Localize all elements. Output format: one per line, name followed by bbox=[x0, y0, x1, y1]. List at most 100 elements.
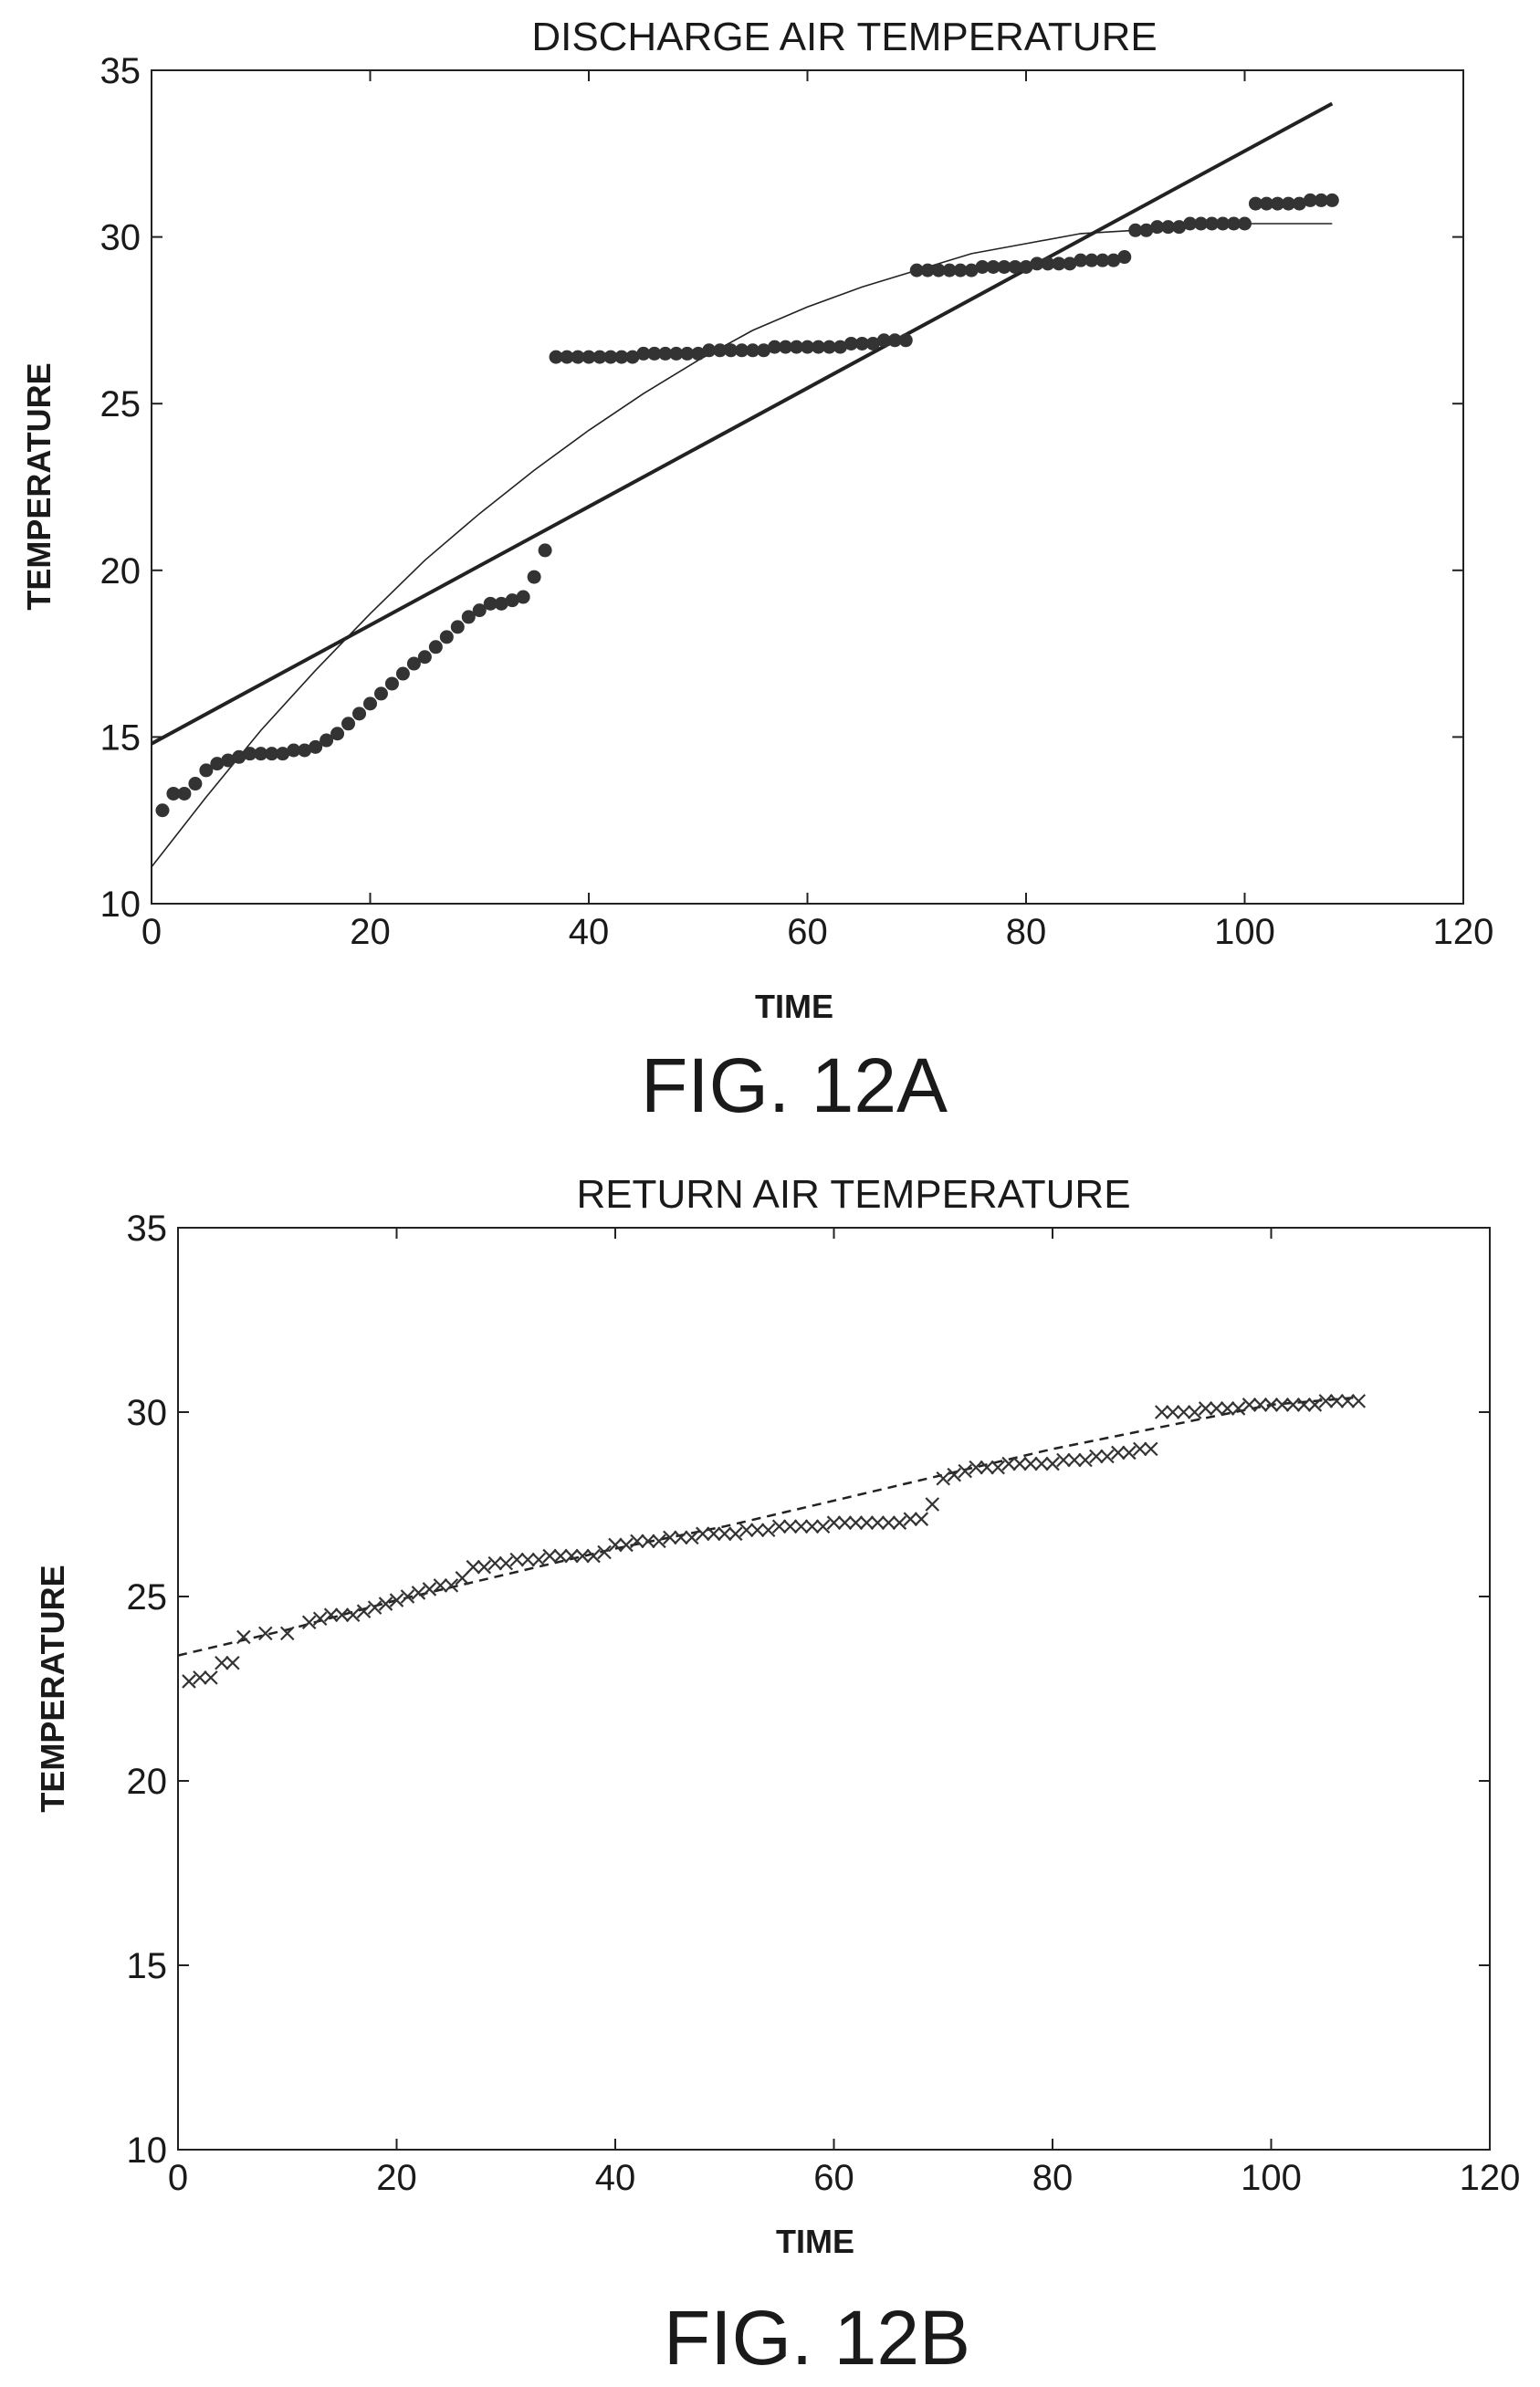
data-point bbox=[636, 346, 651, 361]
discharge-air-temperature-chart: DISCHARGE AIR TEMPERATURE 10 15 20 25 30 35 0… bbox=[20, 15, 1493, 1128]
data-point bbox=[553, 1548, 568, 1564]
data-point bbox=[614, 350, 629, 364]
data-point bbox=[363, 696, 377, 711]
data-point bbox=[411, 1586, 426, 1600]
data-point bbox=[625, 350, 640, 364]
data-point bbox=[1231, 1401, 1246, 1416]
y-tick-label: 20 bbox=[100, 551, 141, 592]
data-point bbox=[1063, 256, 1077, 271]
data-point bbox=[406, 656, 421, 671]
data-point bbox=[199, 763, 214, 778]
data-point bbox=[1216, 216, 1231, 231]
data-point bbox=[843, 336, 858, 351]
chart-title: RETURN AIR TEMPERATURE bbox=[576, 1172, 1130, 1217]
data-point bbox=[833, 340, 847, 354]
y-tick-label: 20 bbox=[127, 1762, 168, 1802]
data-point bbox=[527, 570, 541, 584]
figure-label: FIG. 12B bbox=[664, 2295, 970, 2381]
data-point bbox=[958, 1463, 972, 1479]
y-tick-label: 10 bbox=[100, 885, 141, 925]
x-tick-label: 0 bbox=[141, 912, 162, 952]
data-point bbox=[367, 1600, 382, 1615]
x-tick-label: 40 bbox=[569, 912, 610, 952]
data-point bbox=[790, 340, 804, 354]
data-point bbox=[724, 343, 739, 358]
x-axis-label: TIME bbox=[776, 2223, 854, 2260]
data-point bbox=[1209, 1401, 1224, 1416]
data-point bbox=[320, 733, 334, 748]
data-point bbox=[1248, 196, 1262, 211]
data-point bbox=[647, 346, 662, 361]
figure-label: FIG. 12A bbox=[641, 1042, 948, 1128]
data-point bbox=[494, 596, 508, 611]
x-tick-label: 100 bbox=[1241, 2158, 1302, 2198]
data-point bbox=[887, 333, 902, 348]
data-point bbox=[760, 1523, 776, 1538]
data-point bbox=[826, 1515, 842, 1530]
data-point bbox=[892, 1515, 907, 1530]
data-point bbox=[258, 1626, 273, 1641]
x-tick-label: 120 bbox=[1460, 2158, 1521, 2198]
data-point bbox=[1351, 1394, 1367, 1408]
data-point bbox=[801, 340, 814, 354]
data-point bbox=[265, 747, 279, 761]
y-tick-label: 35 bbox=[100, 51, 141, 91]
data-point bbox=[204, 1670, 218, 1685]
data-point bbox=[188, 777, 203, 791]
data-point bbox=[352, 707, 367, 721]
data-point bbox=[531, 1552, 546, 1567]
data-point bbox=[1001, 1456, 1016, 1471]
data-point bbox=[680, 346, 695, 361]
data-point bbox=[571, 350, 585, 364]
data-point bbox=[837, 1515, 853, 1530]
data-point bbox=[706, 1526, 721, 1542]
data-point bbox=[771, 1519, 787, 1534]
data-point bbox=[1285, 1398, 1301, 1412]
data-point bbox=[1128, 223, 1143, 237]
fit-line bbox=[151, 101, 1334, 746]
data-point bbox=[215, 1655, 229, 1670]
data-point bbox=[400, 1589, 415, 1604]
data-point bbox=[455, 1571, 470, 1586]
plot-series bbox=[151, 101, 1339, 868]
data-point bbox=[1074, 253, 1088, 267]
data-point bbox=[1117, 250, 1132, 265]
data-point bbox=[1095, 253, 1110, 267]
plot-frame bbox=[151, 69, 1464, 905]
data-point bbox=[1012, 1456, 1027, 1471]
data-point bbox=[450, 620, 465, 634]
data-point bbox=[1172, 220, 1187, 235]
data-point bbox=[903, 1512, 918, 1526]
data-point bbox=[608, 1537, 623, 1553]
data-point bbox=[1329, 1394, 1345, 1408]
data-point bbox=[1318, 1394, 1334, 1408]
data-point bbox=[1089, 1449, 1104, 1464]
data-point bbox=[685, 1530, 699, 1545]
data-point bbox=[597, 1544, 612, 1560]
data-point bbox=[815, 1519, 831, 1534]
data-point bbox=[739, 1523, 754, 1538]
data-point bbox=[865, 336, 880, 351]
data-point bbox=[1045, 1456, 1060, 1471]
data-point bbox=[1303, 193, 1317, 207]
data-point bbox=[746, 343, 760, 358]
data-point bbox=[990, 1460, 1005, 1475]
data-point bbox=[728, 1526, 743, 1542]
data-point bbox=[793, 1519, 809, 1534]
data-point bbox=[378, 1597, 393, 1611]
data-point bbox=[969, 1460, 983, 1475]
data-point bbox=[1270, 196, 1284, 211]
data-point bbox=[757, 343, 771, 358]
data-point bbox=[483, 596, 498, 611]
plot-frame bbox=[177, 1227, 1491, 2151]
data-point bbox=[193, 1670, 207, 1685]
data-point bbox=[254, 747, 268, 761]
data-point bbox=[1100, 1449, 1115, 1464]
data-point bbox=[1144, 1441, 1158, 1457]
data-point bbox=[804, 1519, 820, 1534]
data-point bbox=[542, 1548, 557, 1564]
y-axis-label: TEMPERATURE bbox=[20, 362, 58, 610]
data-point bbox=[487, 1555, 503, 1571]
data-point bbox=[236, 1629, 251, 1645]
data-point bbox=[509, 1552, 525, 1567]
